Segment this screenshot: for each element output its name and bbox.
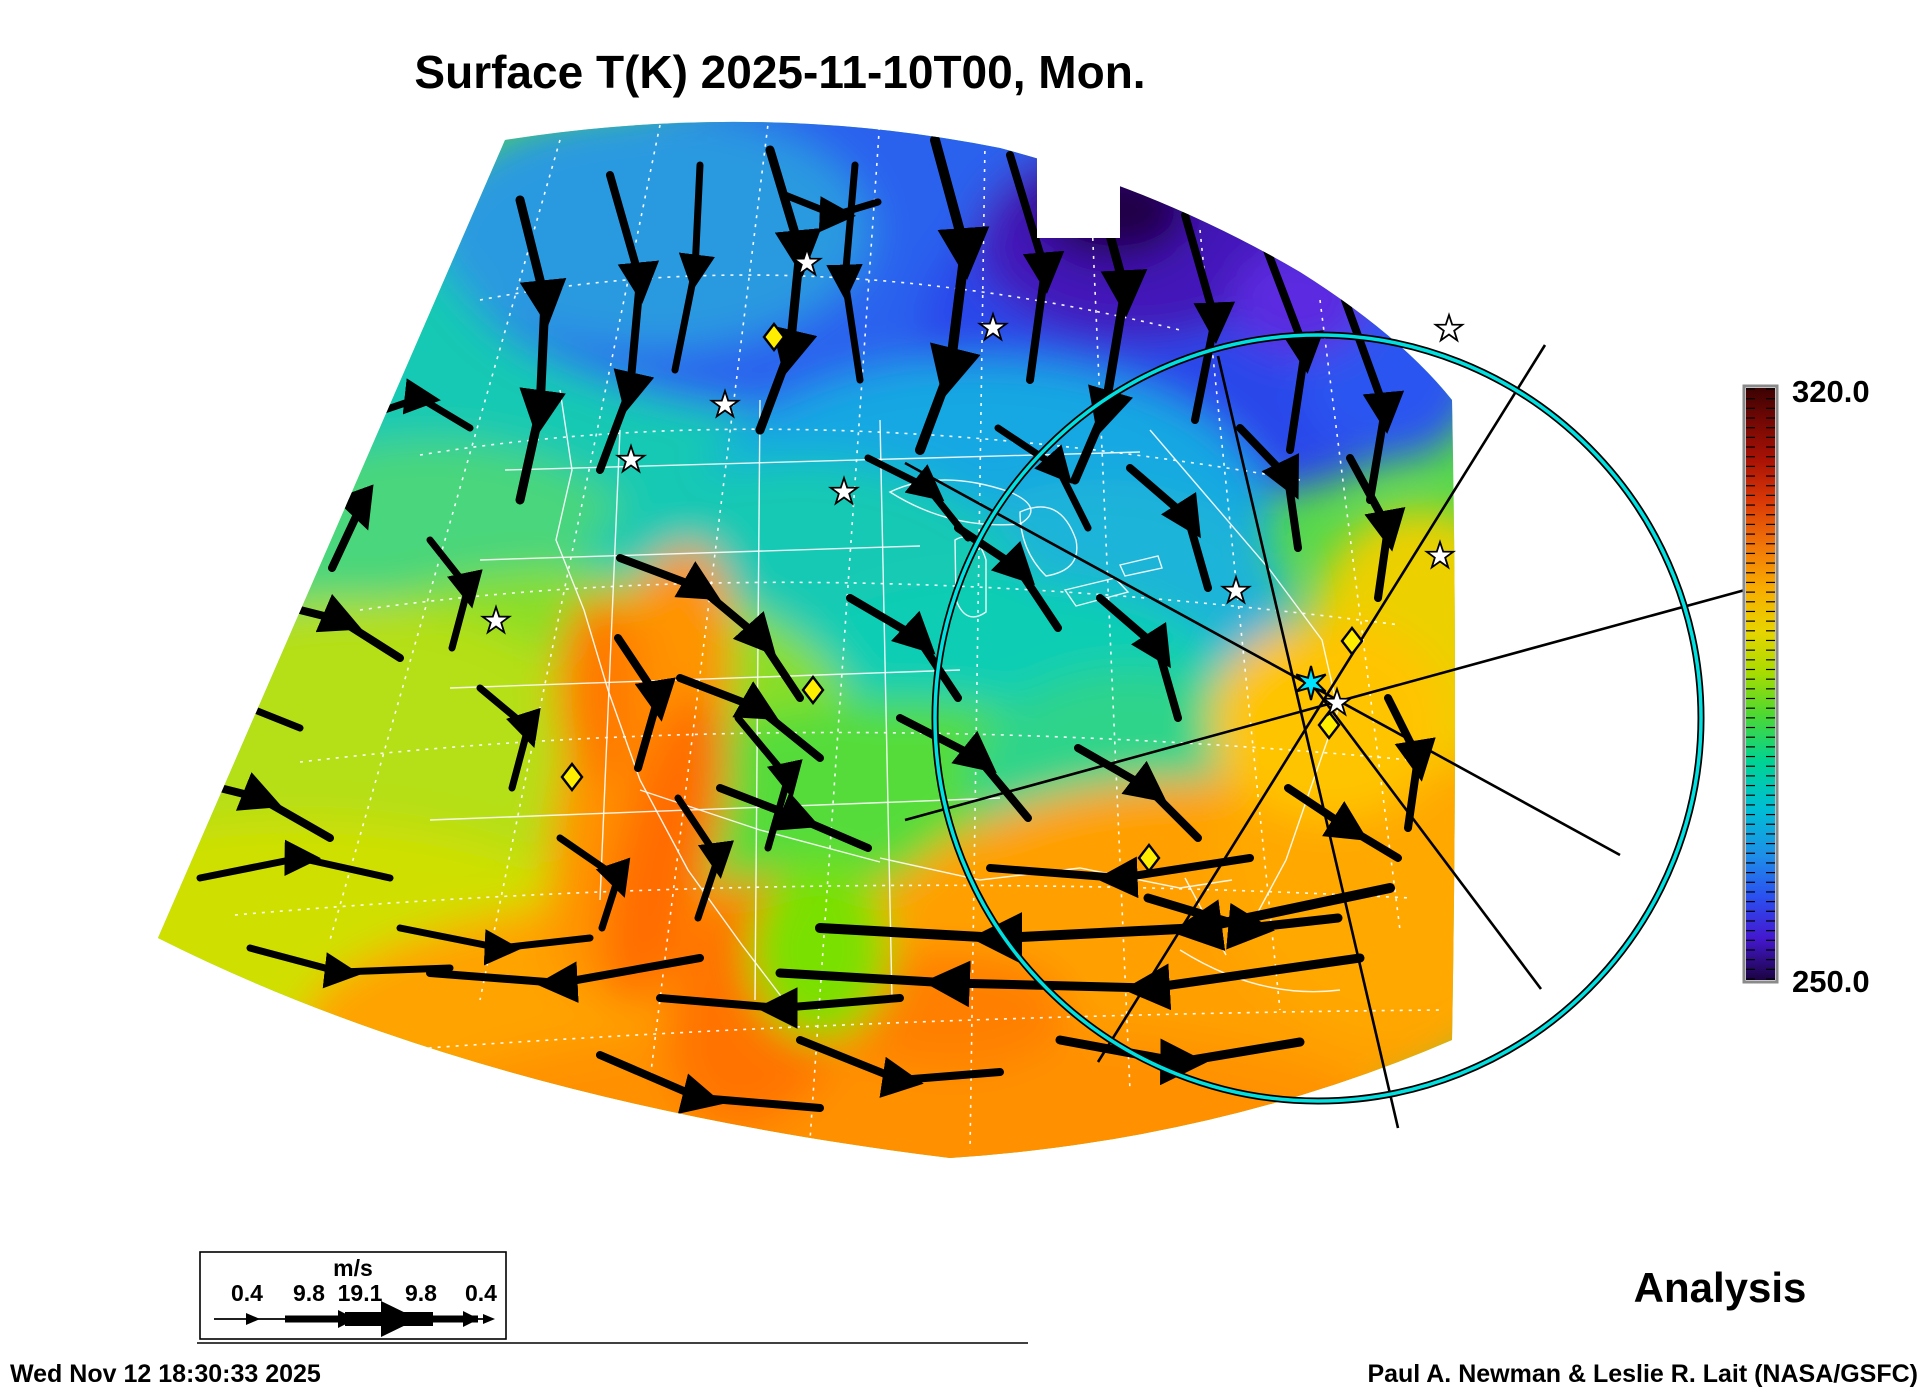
station-star-marker xyxy=(709,388,741,419)
wind-streamline xyxy=(396,924,594,966)
wind-streamline xyxy=(674,794,734,922)
wind-streamline xyxy=(1055,1035,1305,1086)
wind-streamline xyxy=(734,714,803,852)
wind-streamline xyxy=(915,135,990,455)
map-top-notch xyxy=(1037,128,1120,238)
map-title: Surface T(K) 2025-11-10T00, Mon. xyxy=(414,46,1145,98)
legend-arrow-glyph xyxy=(214,1301,495,1337)
legend-speed-label-1: 9.8 xyxy=(293,1280,325,1306)
station-diamond-marker xyxy=(560,762,584,792)
legend-speed-label-0: 0.4 xyxy=(231,1280,263,1306)
wind-streamline xyxy=(556,834,631,932)
station-star-marker xyxy=(615,443,647,474)
legend-units-label: m/s xyxy=(333,1255,373,1281)
wind-streamline xyxy=(781,191,882,233)
wind-streamline xyxy=(864,454,972,542)
wind-streamline xyxy=(815,883,1395,965)
wind-streamline xyxy=(896,714,1032,822)
station-diamond-marker xyxy=(1340,626,1364,656)
station-star-marker xyxy=(1220,574,1252,605)
wind-streamline xyxy=(1346,454,1406,602)
wind-streamline xyxy=(246,944,454,989)
wind-streamline xyxy=(426,536,483,652)
wind-streamline xyxy=(616,554,804,702)
legend-speed-label-4: 0.4 xyxy=(465,1280,497,1306)
station-star-marker xyxy=(977,311,1009,342)
station-star-marker xyxy=(791,246,823,277)
wind-streamline xyxy=(755,145,822,435)
wind-streamline xyxy=(986,854,1254,899)
credit-label: Paul A. Newman & Leslie R. Lait (NASA/GS… xyxy=(1367,1360,1918,1388)
wind-streamline xyxy=(1384,694,1436,832)
wind-streamline xyxy=(1096,594,1182,722)
wind-streamline xyxy=(716,784,872,852)
colorbar-gradient xyxy=(1746,388,1775,980)
wind-streamline xyxy=(846,594,962,702)
colorbar: 320.0 250.0 xyxy=(1742,374,1870,999)
station-star-marker xyxy=(1433,312,1465,343)
markers-layer xyxy=(480,246,1465,873)
legend-speed-label-3: 9.8 xyxy=(405,1280,437,1306)
analysis-label: Analysis xyxy=(1634,1264,1807,1311)
wind-streamline xyxy=(775,953,1365,1011)
streamlines xyxy=(158,135,1436,1114)
wind-streamline xyxy=(1261,241,1324,454)
wind-streamline xyxy=(656,987,904,1029)
wind-speed-legend: m/s 0.4 9.8 19.1 9.8 0.4 xyxy=(199,1251,507,1340)
wind-streamline xyxy=(426,954,704,1003)
timestamp-label: Wed Nov 12 18:30:33 2025 xyxy=(10,1360,321,1388)
legend-speed-label-2: 19.1 xyxy=(338,1280,383,1306)
wind-streamline xyxy=(994,424,1092,532)
hub-star-marker xyxy=(1295,665,1327,701)
wind-streamline xyxy=(796,1036,1004,1098)
wind-streamline xyxy=(1284,784,1402,862)
wind-streamline xyxy=(476,684,541,792)
wind-streamline xyxy=(515,195,567,505)
wind-streamline xyxy=(196,839,394,882)
wind-streamline xyxy=(596,1051,824,1114)
station-diamond-marker xyxy=(1137,843,1161,873)
wind-streamline xyxy=(596,171,660,474)
range-circle xyxy=(931,331,1705,1105)
station-star-marker xyxy=(1321,686,1353,717)
wind-streamline xyxy=(1181,211,1236,424)
station-star-marker xyxy=(1424,539,1456,570)
station-diamond-marker xyxy=(801,675,825,705)
station-star-marker xyxy=(828,475,860,506)
wind-streamline xyxy=(671,161,715,374)
wind-streamline xyxy=(614,634,676,772)
wind-streamline xyxy=(1074,744,1202,842)
station-star-marker xyxy=(480,604,512,635)
wind-streamline xyxy=(1006,151,1065,384)
colorbar-ticks xyxy=(1746,388,1775,980)
colorbar-max-label: 320.0 xyxy=(1792,374,1870,409)
colorbar-min-label: 250.0 xyxy=(1792,964,1870,999)
wind-streamline xyxy=(1236,424,1302,552)
graticule xyxy=(234,121,1441,1151)
wind-streamline xyxy=(676,674,824,762)
temperature-field xyxy=(158,121,1455,1158)
reference-lines xyxy=(904,344,1746,1129)
station-diamond-marker xyxy=(1317,710,1341,740)
wind-streamline xyxy=(1126,464,1212,592)
station-diamond-marker xyxy=(762,322,786,352)
